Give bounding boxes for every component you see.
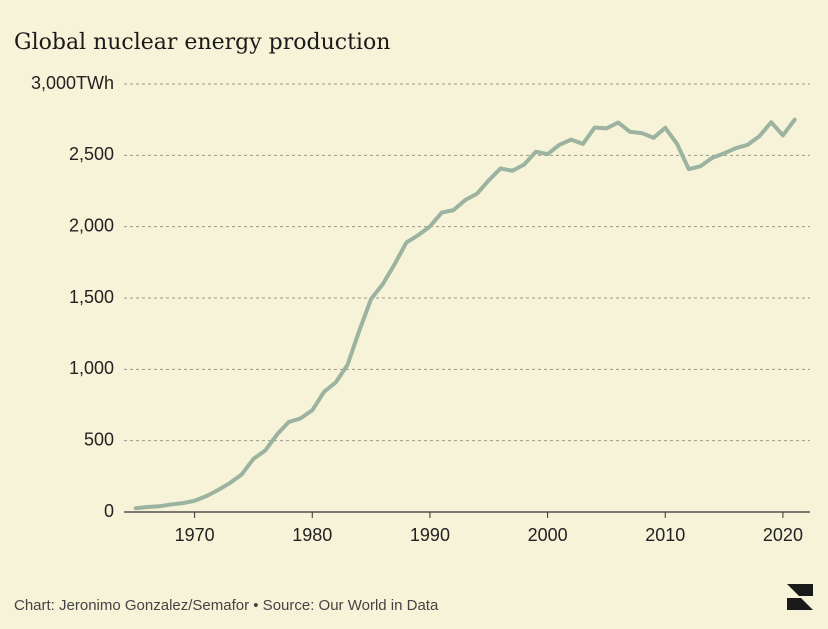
y-tick-label: 3,000TWh bbox=[31, 73, 114, 93]
y-tick-label: 2,000 bbox=[69, 215, 114, 235]
chart-title: Global nuclear energy production bbox=[14, 30, 390, 55]
x-tick-label: 2010 bbox=[645, 525, 685, 545]
x-tick-label: 1970 bbox=[175, 525, 215, 545]
x-tick-label: 2000 bbox=[528, 525, 568, 545]
source-note: Chart: Jeronimo Gonzalez/Semafor • Sourc… bbox=[14, 597, 439, 614]
x-tick-label: 1980 bbox=[292, 525, 332, 545]
y-tick-label: 1,500 bbox=[69, 287, 114, 307]
y-tick-label: 1,000 bbox=[69, 358, 114, 378]
y-tick-label: 2,500 bbox=[69, 144, 114, 164]
data-line bbox=[133, 117, 797, 511]
y-tick-label: 500 bbox=[84, 429, 114, 449]
x-tick-label: 2020 bbox=[763, 525, 803, 545]
logo bbox=[787, 584, 813, 610]
y-tick-label: 0 bbox=[104, 501, 114, 521]
x-tick-label: 1990 bbox=[410, 525, 450, 545]
